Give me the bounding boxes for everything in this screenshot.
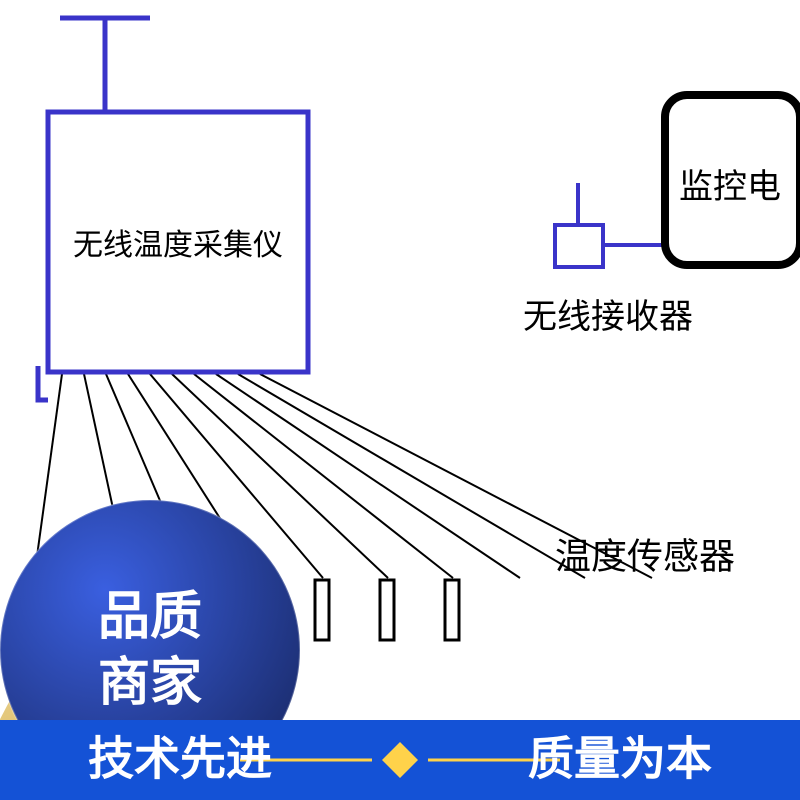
label-sensor_label: 温度传感器 [555, 536, 735, 576]
badge-line2: 商家 [98, 654, 202, 712]
badge-line1: 品质 [98, 589, 202, 646]
sensor-bar [445, 580, 459, 640]
footer-banner: 技术先进 质量为本 [0, 720, 800, 800]
node-receiver_box [555, 225, 603, 267]
sensor-bar [315, 580, 329, 640]
footer-right-text: 质量为本 [528, 734, 712, 785]
label-receiver_label: 无线接收器 [523, 298, 693, 336]
label-monitor_box: 监控电 [679, 168, 781, 206]
label-collector: 无线温度采集仪 [73, 229, 283, 262]
sensor-bar [380, 580, 394, 640]
footer-left-text: 技术先进 [88, 734, 272, 785]
